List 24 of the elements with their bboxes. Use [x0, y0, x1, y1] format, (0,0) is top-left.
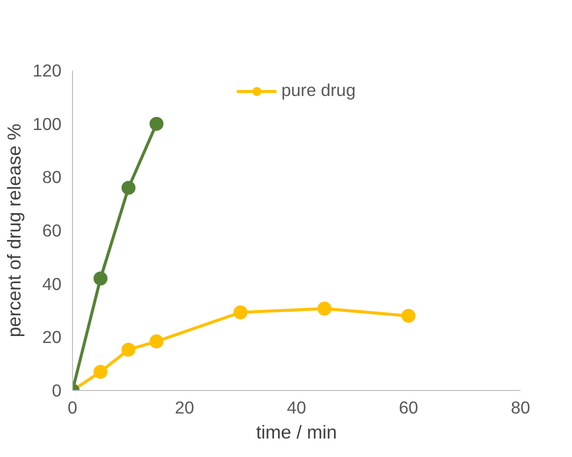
x-tick-label: 80	[510, 398, 530, 418]
y-tick-label: 120	[32, 60, 62, 80]
x-tick-label: 60	[398, 398, 418, 418]
x-tick-label: 20	[174, 398, 194, 418]
point	[94, 272, 108, 286]
y-tick-label: 80	[42, 167, 62, 188]
legend-label: pure drug	[281, 80, 356, 101]
point	[150, 116, 164, 131]
point	[402, 308, 416, 323]
y-tick-label: 0	[52, 380, 62, 400]
x-axis-title: time / min	[256, 422, 337, 442]
point	[234, 305, 248, 320]
point	[318, 302, 332, 316]
y-tick-label: 100	[32, 114, 62, 134]
point	[122, 342, 136, 357]
point	[150, 334, 164, 348]
y-tick-label: 20	[42, 327, 62, 348]
y-axis-title: percent of drug release %	[4, 124, 25, 338]
point	[94, 364, 108, 379]
point	[122, 180, 136, 195]
x-tick-label: 40	[286, 398, 306, 418]
y-tick-label: 40	[42, 274, 62, 294]
x-tick-label: 0	[68, 398, 78, 418]
y-tick-label: 60	[42, 220, 62, 240]
